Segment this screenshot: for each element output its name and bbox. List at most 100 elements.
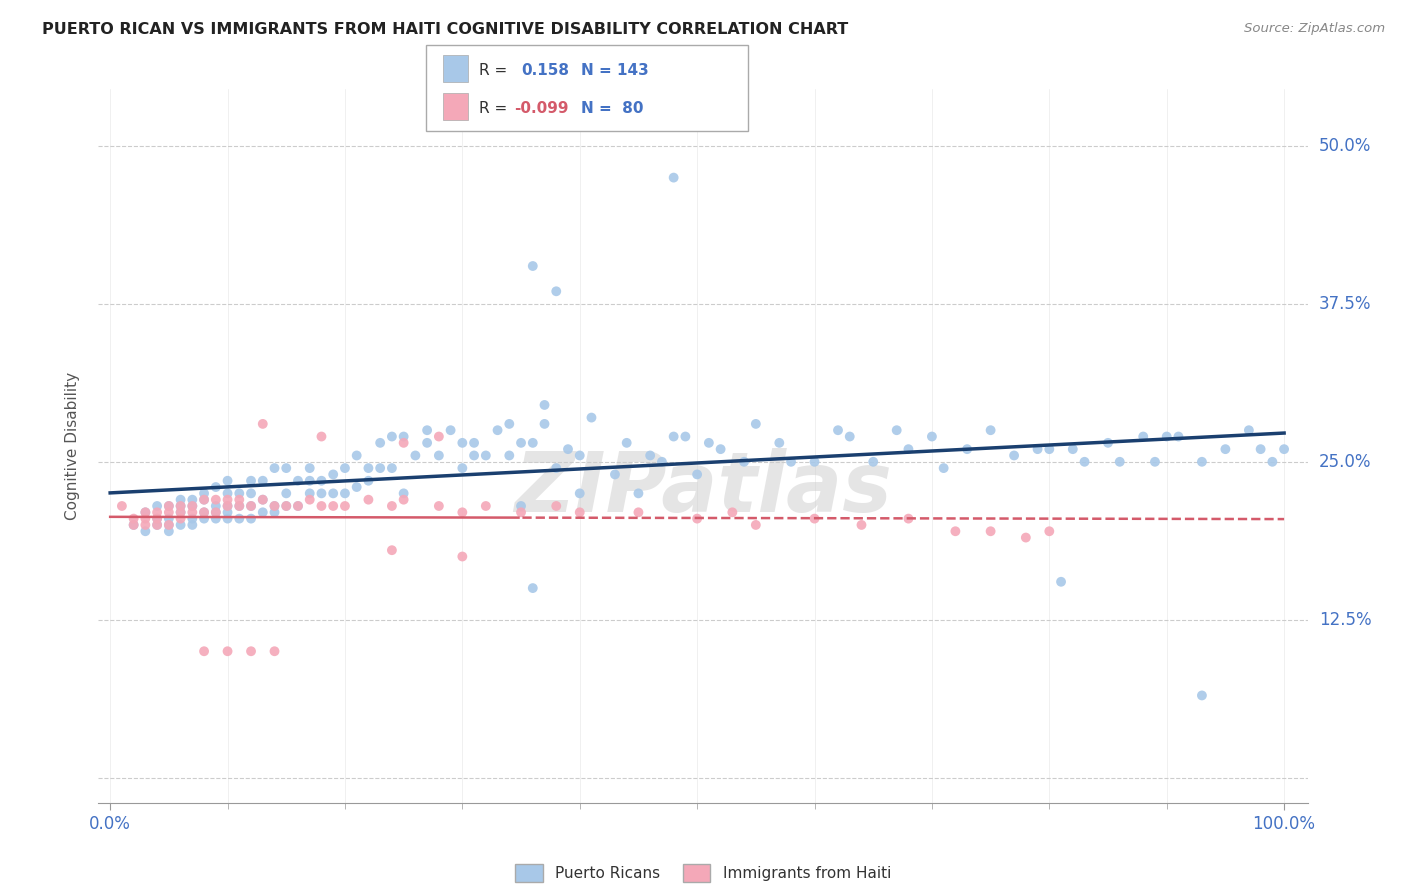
Point [193, 511, 215, 525]
Point [193, 505, 215, 519]
Point [252, 417, 274, 431]
Point [181, 499, 204, 513]
Point [1143, 455, 1166, 469]
Point [157, 511, 180, 525]
Point [134, 511, 156, 525]
Point [416, 423, 439, 437]
Point [568, 505, 591, 519]
Point [287, 499, 309, 513]
Point [111, 499, 134, 513]
Point [627, 505, 650, 519]
Point [1073, 455, 1095, 469]
Point [217, 499, 239, 513]
Point [240, 486, 263, 500]
Point [311, 486, 333, 500]
Point [392, 486, 415, 500]
Point [568, 486, 591, 500]
Text: R =: R = [479, 62, 508, 78]
Point [217, 511, 239, 525]
Point [1191, 689, 1213, 703]
Point [673, 429, 696, 443]
Point [392, 429, 415, 443]
Point [263, 461, 285, 475]
Point [240, 499, 263, 513]
Point [146, 511, 169, 525]
Point [146, 511, 169, 525]
Point [276, 499, 298, 513]
Point [956, 442, 979, 457]
Point [1038, 524, 1060, 539]
Point [333, 499, 356, 513]
Point [146, 517, 169, 532]
Point [122, 511, 145, 525]
Point [416, 435, 439, 450]
Point [581, 410, 603, 425]
Point [1250, 442, 1272, 457]
Point [298, 486, 321, 500]
Text: 25.0%: 25.0% [1319, 453, 1371, 471]
Point [439, 423, 461, 437]
Point [427, 429, 450, 443]
Point [322, 486, 344, 500]
Point [311, 429, 333, 443]
Point [1097, 435, 1119, 450]
Legend: Puerto Ricans, Immigrants from Haiti: Puerto Ricans, Immigrants from Haiti [509, 858, 897, 888]
Point [287, 474, 309, 488]
Point [827, 423, 849, 437]
Point [463, 449, 485, 463]
Point [404, 449, 426, 463]
Point [486, 423, 509, 437]
Point [204, 511, 226, 525]
Point [333, 486, 356, 500]
Point [510, 505, 533, 519]
Point [204, 505, 226, 519]
Point [1038, 442, 1060, 457]
Point [193, 492, 215, 507]
Point [745, 517, 768, 532]
Point [980, 423, 1002, 437]
Point [298, 461, 321, 475]
Point [498, 449, 520, 463]
Point [204, 480, 226, 494]
Point [217, 505, 239, 519]
Point [228, 492, 250, 507]
Point [276, 461, 298, 475]
Point [252, 505, 274, 519]
Point [157, 517, 180, 532]
Point [1132, 429, 1154, 443]
Point [204, 492, 226, 507]
Point [217, 644, 239, 658]
Point [368, 461, 391, 475]
Point [498, 417, 520, 431]
Point [169, 492, 191, 507]
Point [662, 170, 685, 185]
Point [897, 511, 920, 525]
Point [276, 499, 298, 513]
Point [169, 505, 191, 519]
Point [780, 455, 803, 469]
Point [276, 486, 298, 500]
Point [217, 492, 239, 507]
Point [451, 505, 474, 519]
Text: PUERTO RICAN VS IMMIGRANTS FROM HAITI COGNITIVE DISABILITY CORRELATION CHART: PUERTO RICAN VS IMMIGRANTS FROM HAITI CO… [42, 22, 848, 37]
Point [651, 455, 673, 469]
Point [616, 435, 638, 450]
Point [122, 517, 145, 532]
Point [392, 492, 415, 507]
Point [193, 492, 215, 507]
Point [263, 505, 285, 519]
Point [451, 549, 474, 564]
Point [228, 499, 250, 513]
Point [1062, 442, 1084, 457]
Text: 0.158: 0.158 [522, 62, 569, 78]
Point [252, 492, 274, 507]
Point [475, 449, 498, 463]
Point [181, 505, 204, 519]
Point [686, 467, 709, 482]
Point [193, 486, 215, 500]
Point [311, 499, 333, 513]
Point [181, 517, 204, 532]
Point [1272, 442, 1295, 457]
Point [146, 517, 169, 532]
Point [181, 499, 204, 513]
